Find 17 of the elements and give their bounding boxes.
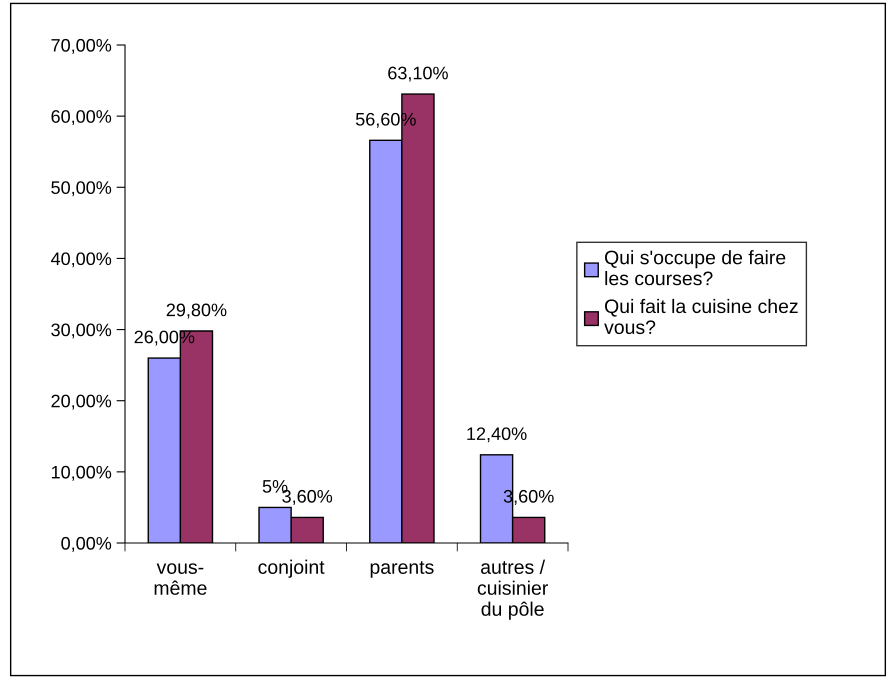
- legend-label: Qui s'occupe de faire les courses?: [605, 250, 786, 286]
- data-label: 63,10%: [388, 66, 448, 82]
- y-tick-label: 10,00%: [52, 466, 112, 481]
- x-tick-label: conjoint: [258, 560, 324, 578]
- y-tick-label: 50,00%: [51, 181, 112, 196]
- y-tick-label: 0,00%: [61, 536, 112, 552]
- y-tick-label: 70,00%: [51, 38, 112, 54]
- data-label: 29,80%: [166, 304, 226, 318]
- x-tick-label: vous- même: [154, 563, 207, 595]
- y-tick-label: 40,00%: [50, 252, 112, 268]
- y-tick-label: 30,00%: [51, 324, 112, 338]
- x-tick-label: parents: [370, 561, 434, 578]
- y-tick-label: 60,00%: [51, 110, 112, 125]
- data-label: 12,40%: [467, 427, 527, 442]
- x-tick-label: autres / cuisinier du pôle: [478, 560, 548, 620]
- legend-label: Qui fait la cuisine chez vous?: [604, 298, 798, 334]
- y-tick-label: 20,00%: [51, 394, 112, 410]
